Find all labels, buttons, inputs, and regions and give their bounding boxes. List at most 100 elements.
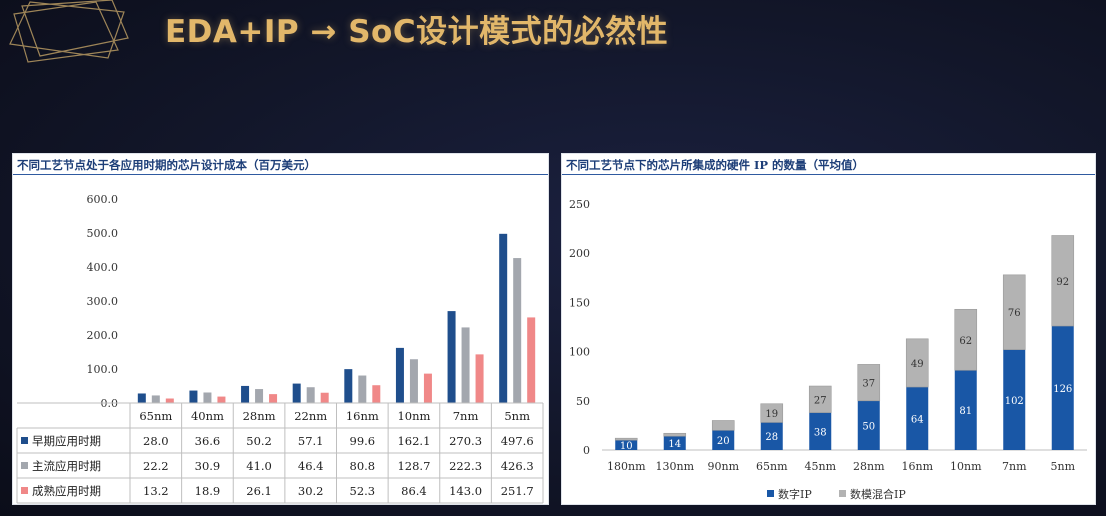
data-label: 37 — [862, 379, 875, 390]
stacked-bar-segment — [906, 387, 929, 450]
x-tick-label: 65nm — [756, 460, 788, 473]
data-label: 27 — [814, 395, 827, 406]
bar — [165, 398, 174, 403]
stacked-bar-segment — [808, 385, 832, 413]
y-tick-label: 50 — [576, 395, 590, 408]
bar — [344, 369, 353, 403]
chart-title: 不同工艺节点处于各应用时期的芯片设计成本（百万美元） — [17, 158, 316, 172]
data-label: 28 — [765, 432, 778, 443]
table-cell-value: 30.2 — [298, 484, 324, 498]
bar — [255, 389, 264, 403]
data-label: 92 — [1056, 277, 1069, 288]
bar — [269, 394, 278, 403]
x-tick-label: 5nm — [504, 409, 530, 423]
bar — [151, 395, 160, 403]
table-cell-value: 251.7 — [501, 484, 534, 498]
bar — [292, 383, 301, 403]
legend-swatch — [839, 490, 846, 497]
x-tick-label: 180nm — [607, 460, 646, 473]
x-tick-label: 65nm — [139, 409, 172, 423]
stacked-bar-segment — [809, 412, 832, 450]
stacked-bar-segment — [954, 308, 978, 371]
data-label: 14 — [668, 439, 681, 450]
table-cell-value: 222.3 — [449, 459, 482, 473]
legend-label: 早期应用时期 — [32, 434, 101, 448]
legend-label: 数模混合IP — [850, 487, 906, 501]
data-label: 76 — [1008, 308, 1021, 319]
stacked-bar-segment — [712, 430, 735, 450]
y-tick-label: 250 — [569, 198, 590, 211]
x-tick-label: 22nm — [294, 409, 327, 423]
legend-label: 成熟应用时期 — [32, 484, 101, 498]
data-label: 126 — [1053, 384, 1072, 395]
bar — [409, 359, 418, 403]
x-tick-label: 7nm — [1002, 460, 1027, 473]
stacked-bar-segment — [663, 436, 686, 450]
table-cell-value: 22.2 — [143, 459, 169, 473]
slide-title: EDA+IP → SoC设计模式的必然性 — [165, 14, 669, 50]
x-tick-label: 130nm — [655, 460, 694, 473]
stacked-bar-segment — [760, 422, 783, 450]
x-tick-label: 45nm — [804, 460, 836, 473]
stacked-bar-segment — [857, 400, 880, 450]
x-tick-label: 28nm — [853, 460, 885, 473]
stacked-bar-segment — [905, 338, 929, 388]
legend-swatch — [21, 487, 28, 494]
legend-swatch — [21, 462, 28, 469]
data-label: 49 — [911, 359, 924, 370]
y-tick-label: 100 — [569, 346, 590, 359]
table-cell-value: 80.8 — [350, 459, 376, 473]
stacked-bar-segment — [1002, 274, 1026, 350]
x-tick-label: 90nm — [707, 460, 739, 473]
x-tick-label: 10nm — [950, 460, 982, 473]
legend-swatch — [21, 437, 28, 444]
stacked-bar-segment — [857, 364, 881, 402]
table-cell-value: 270.3 — [449, 434, 482, 448]
data-label: 102 — [1005, 396, 1024, 407]
table-cell-value: 30.9 — [195, 459, 221, 473]
table-cell-value: 52.3 — [350, 484, 376, 498]
table-cell-value: 41.0 — [246, 459, 272, 473]
table-cell-value: 28.0 — [143, 434, 169, 448]
table-cell-value: 162.1 — [397, 434, 430, 448]
bar — [306, 387, 315, 403]
title-underline — [13, 174, 548, 175]
stacked-bar-segment — [614, 437, 638, 441]
data-label: 50 — [862, 421, 875, 432]
bar — [499, 233, 508, 403]
stacked-bar-segment — [711, 420, 735, 431]
bar — [320, 392, 329, 403]
bar — [395, 347, 404, 403]
table-cell-value: 86.4 — [401, 484, 427, 498]
table-cell-value: 50.2 — [246, 434, 272, 448]
table-cell-value: 26.1 — [246, 484, 272, 498]
table-cell-value: 99.6 — [350, 434, 376, 448]
x-tick-label: 7nm — [453, 409, 479, 423]
x-tick-label: 5nm — [1050, 460, 1075, 473]
bar — [423, 373, 432, 403]
data-label: 10 — [620, 441, 633, 452]
table-cell-value: 143.0 — [449, 484, 482, 498]
bar — [527, 317, 536, 403]
x-tick-label: 10nm — [397, 409, 430, 423]
title-underline — [562, 174, 1095, 175]
y-tick-label: 500.0 — [87, 227, 119, 240]
bar — [217, 396, 226, 403]
stacked-bar-segment — [663, 432, 687, 437]
bar — [372, 385, 381, 403]
bar — [461, 327, 470, 403]
data-label: 20 — [717, 436, 730, 447]
bar — [203, 392, 212, 403]
data-label: 38 — [814, 427, 827, 438]
y-tick-label: 150 — [569, 296, 590, 309]
y-tick-label: 600.0 — [87, 193, 119, 206]
table-cell-value: 18.9 — [195, 484, 221, 498]
data-label: 62 — [959, 336, 972, 347]
legend-swatch — [767, 490, 774, 497]
bar — [189, 390, 198, 403]
chart-panel-ip-count: 不同工艺节点下的芯片所集成的硬件 IP 的数量（平均值） 0 50 100 150 20… — [561, 153, 1096, 505]
legend-label: 数字IP — [778, 487, 812, 501]
bar — [475, 354, 484, 403]
data-label: 19 — [765, 409, 778, 420]
